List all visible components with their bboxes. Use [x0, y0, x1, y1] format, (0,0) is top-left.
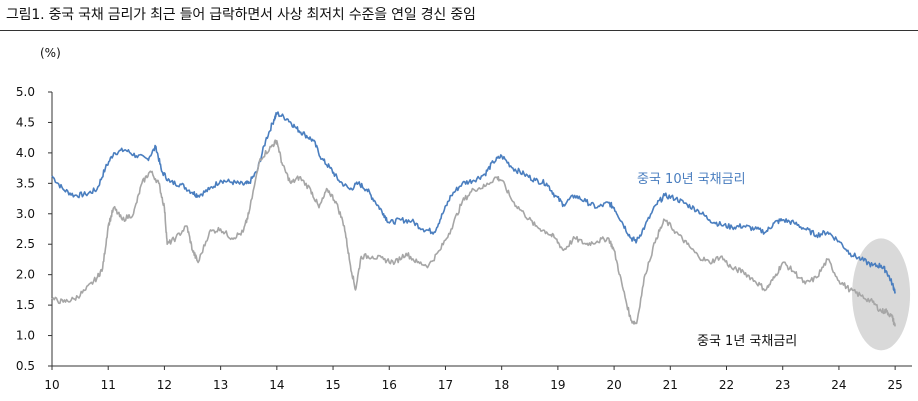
x-tick-label: 16	[382, 378, 397, 392]
x-tick-label: 19	[550, 378, 565, 392]
y-tick-label: 5.0	[16, 85, 35, 99]
series-1y-label: 중국 1년 국채금리	[697, 334, 797, 349]
y-tick-label: 3.0	[16, 207, 35, 221]
x-tick-label: 18	[494, 378, 509, 392]
x-tick-label: 15	[325, 378, 340, 392]
figure-title: 그림1. 중국 국채 금리가 최근 들어 급락하면서 사상 최저치 수준을 연일…	[6, 7, 476, 23]
x-tick-label: 12	[157, 378, 172, 392]
series-10y-label: 중국 10년 국채금리	[637, 172, 746, 187]
x-tick-label: 10	[44, 378, 59, 392]
x-tick-label: 14	[269, 378, 284, 392]
x-tick-label: 20	[606, 378, 621, 392]
x-tick-label: 21	[663, 378, 678, 392]
y-axis: 5.0 4.5 4.0 3.5 3.0 2.5 2.0 1.5 1.0 0.5	[16, 85, 52, 373]
y-tick-label: 0.5	[16, 359, 35, 373]
x-tick-label: 25	[887, 378, 902, 392]
series-10y-line	[51, 111, 896, 294]
y-tick-label: 2.5	[16, 237, 35, 251]
y-tick-label: 4.5	[16, 115, 35, 129]
y-tick-label: 4.0	[16, 146, 35, 160]
x-tick-label: 22	[719, 378, 734, 392]
y-axis-unit-label: (%)	[40, 46, 61, 60]
y-tick-label: 1.0	[16, 329, 35, 343]
x-tick-label: 17	[438, 378, 453, 392]
series-1y-line	[51, 139, 896, 327]
y-tick-label: 1.5	[16, 298, 35, 312]
x-axis: 10 11 12 13 14 15 16 17 18 19 20 21 22 23 24 25	[44, 366, 903, 392]
y-tick-label: 3.5	[16, 176, 35, 190]
x-tick-label: 13	[213, 378, 228, 392]
x-tick-label: 24	[831, 378, 846, 392]
x-tick-label: 11	[101, 378, 116, 392]
y-tick-label: 2.0	[16, 268, 35, 282]
recent-lows-highlight	[852, 238, 911, 351]
title-divider	[0, 30, 918, 31]
x-tick-label: 23	[775, 378, 790, 392]
